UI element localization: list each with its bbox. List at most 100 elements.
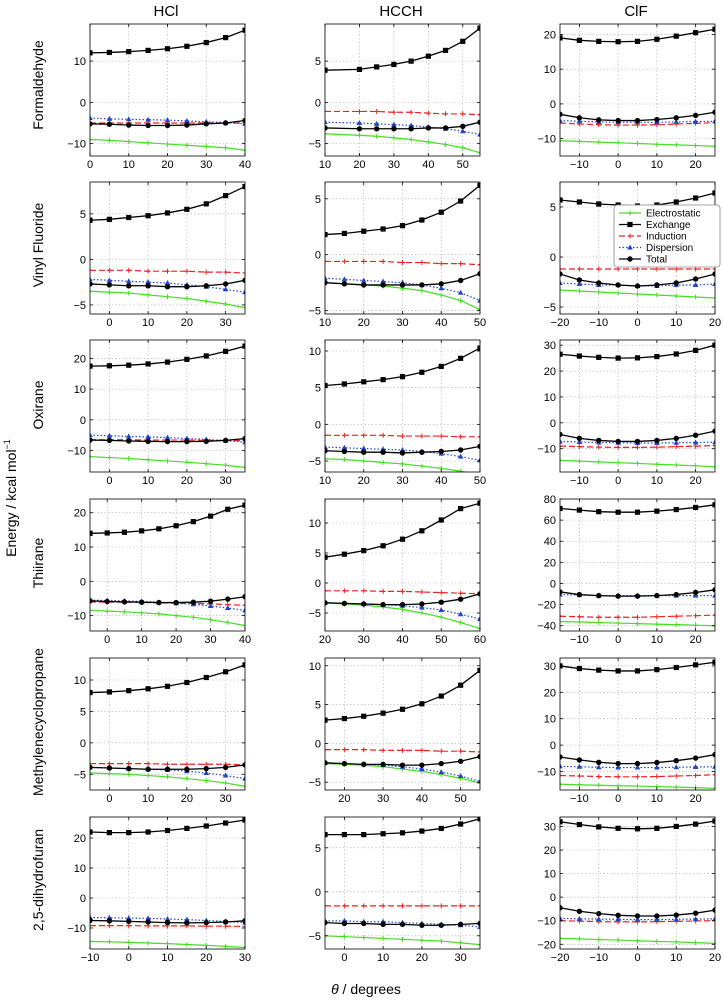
- panel-formaldehyde-hcch: 10 20 30 40 50 −5 0 5: [308, 23, 481, 171]
- marker-induction: [673, 773, 679, 779]
- y-tick-label: 0: [315, 97, 321, 109]
- panel-oxirane-hcch: 10 20 30 40 50 −5 0 5 10: [308, 339, 486, 487]
- y-tick-label: −10: [67, 923, 86, 935]
- marker-exchange: [106, 49, 112, 56]
- marker-electrostatic: [184, 776, 190, 782]
- marker-induction: [145, 268, 151, 274]
- marker-electrostatic: [380, 935, 386, 941]
- y-tick-label: −5: [308, 139, 321, 151]
- y-tick-label: 20: [74, 353, 86, 365]
- marker-dispersion: [203, 770, 210, 776]
- marker-total: [692, 589, 699, 596]
- y-tick-label: 5: [315, 56, 321, 68]
- marker-exchange: [164, 359, 171, 365]
- x-tick-label: 50: [455, 793, 467, 805]
- marker-total: [438, 599, 444, 605]
- marker-electrostatic: [90, 939, 93, 944]
- x-tick-label: −20: [551, 952, 570, 964]
- marker-total: [477, 443, 480, 450]
- marker-electrostatic: [126, 455, 132, 461]
- y-tick-label: 0: [315, 250, 321, 262]
- marker-total: [560, 754, 563, 760]
- x-tick-label: 10: [136, 634, 148, 646]
- panel-thiirane-clf: −10 0 10 20 −40 −20 0 20 40 60 80: [537, 494, 716, 646]
- marker-exchange: [90, 363, 93, 369]
- marker-exchange: [419, 217, 425, 223]
- y-tick-label: −10: [67, 446, 86, 458]
- marker-total: [325, 448, 328, 454]
- marker-exchange: [121, 529, 128, 535]
- marker-total: [477, 271, 480, 277]
- marker-dispersion: [438, 607, 445, 612]
- marker-exchange: [634, 509, 641, 515]
- marker-exchange: [380, 226, 386, 232]
- marker-exchange: [145, 47, 151, 53]
- marker-total: [712, 751, 715, 758]
- marker-total: [673, 591, 679, 598]
- marker-dispersion: [184, 117, 190, 123]
- x-tick-label: 20: [690, 475, 702, 487]
- marker-electrostatic: [673, 142, 679, 148]
- marker-dispersion: [125, 433, 132, 439]
- x-tick-label: 0: [615, 159, 621, 171]
- marker-dispersion: [325, 444, 328, 450]
- marker-total: [356, 126, 363, 132]
- marker-induction: [458, 261, 464, 267]
- legend: ElectrostaticExchangeInductionDispersion…: [613, 204, 721, 268]
- marker-total: [654, 592, 660, 599]
- marker-exchange: [145, 829, 151, 835]
- marker-electrostatic: [596, 937, 602, 943]
- marker-electrostatic: [712, 464, 715, 470]
- x-tick-label: 30: [396, 317, 408, 329]
- marker-total: [380, 921, 386, 928]
- legend-swatch-marker: [627, 233, 633, 239]
- marker-electrostatic: [203, 144, 209, 150]
- marker-electrostatic: [477, 626, 480, 631]
- x-tick-label: 0: [341, 952, 347, 964]
- marker-induction: [438, 261, 444, 267]
- marker-exchange: [576, 353, 582, 359]
- marker-total: [380, 449, 386, 455]
- x-tick-label: 10: [651, 793, 663, 805]
- marker-induction: [596, 266, 602, 272]
- x-tick-label: 50: [474, 475, 486, 487]
- marker-dispersion: [692, 439, 699, 445]
- marker-electrostatic: [576, 782, 582, 788]
- x-tick-label: −10: [81, 952, 100, 964]
- marker-induction: [380, 432, 386, 438]
- marker-induction: [90, 923, 93, 929]
- marker-exchange: [203, 201, 209, 207]
- marker-total: [361, 920, 367, 927]
- marker-total: [164, 283, 171, 290]
- marker-total: [425, 125, 432, 131]
- marker-dispersion: [477, 297, 480, 303]
- marker-dispersion: [145, 915, 151, 921]
- marker-induction: [242, 924, 245, 929]
- marker-induction: [635, 614, 640, 620]
- y-tick-label: −10: [67, 611, 86, 623]
- marker-total: [184, 438, 190, 445]
- y-tick-label: 80: [544, 494, 556, 506]
- row-title-oxirane: Oxirane: [30, 380, 46, 429]
- marker-dispersion: [125, 278, 132, 284]
- marker-total: [380, 282, 386, 288]
- marker-exchange: [477, 500, 480, 506]
- marker-exchange: [438, 363, 444, 369]
- marker-dispersion: [712, 118, 715, 124]
- marker-dispersion: [380, 278, 386, 284]
- marker-electrostatic: [596, 782, 602, 788]
- marker-induction: [438, 590, 444, 596]
- marker-exchange: [419, 528, 425, 534]
- marker-exchange: [341, 715, 347, 722]
- marker-electrostatic: [225, 619, 231, 625]
- marker-exchange: [225, 506, 231, 512]
- y-tick-label: −5: [543, 302, 556, 314]
- marker-total: [673, 115, 679, 121]
- marker-exchange: [90, 50, 93, 56]
- marker-dispersion: [457, 773, 464, 779]
- marker-exchange: [438, 209, 444, 215]
- marker-induction: [425, 110, 431, 116]
- marker-electrostatic: [90, 288, 93, 294]
- x-tick-label: 40: [239, 634, 251, 646]
- marker-dispersion: [164, 117, 171, 123]
